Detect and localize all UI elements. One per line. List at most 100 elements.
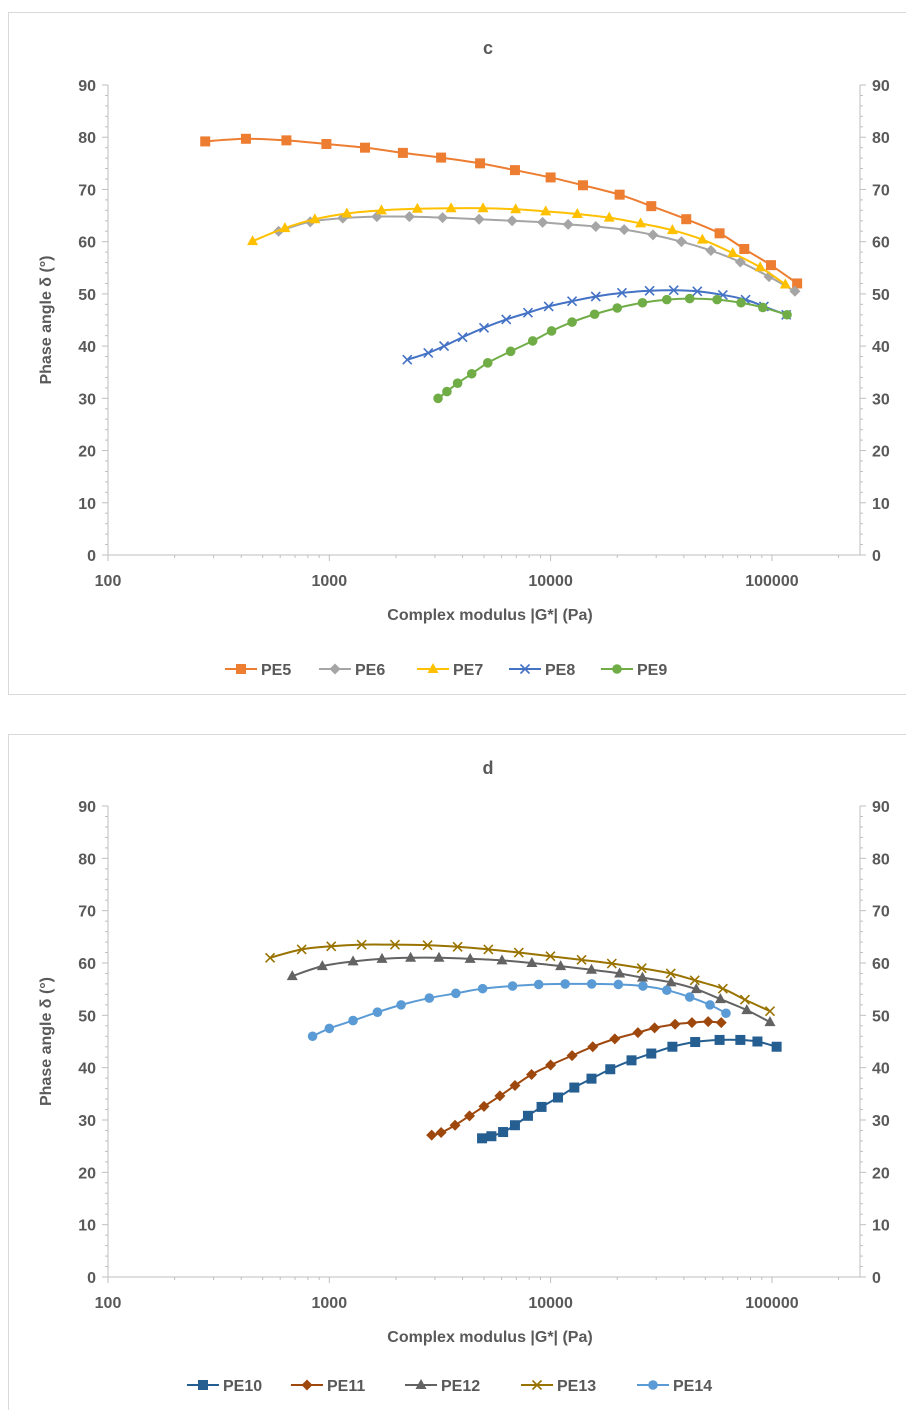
y-tick-label-left: 70 xyxy=(78,182,96,199)
data-point-PE5 xyxy=(614,189,625,200)
y-tick-label-left: 50 xyxy=(78,287,96,304)
data-point-PE14 xyxy=(307,1031,318,1042)
data-point-PE14 xyxy=(684,992,695,1002)
data-point-PE8 xyxy=(402,354,413,365)
data-point-PE7 xyxy=(411,202,423,213)
data-point-PE13 xyxy=(326,941,337,952)
data-point-PE13 xyxy=(665,968,676,979)
data-point-PE13 xyxy=(545,951,556,962)
data-point-PE10 xyxy=(735,1034,746,1045)
legend-label-PE13: PE13 xyxy=(557,1378,596,1395)
data-point-PE5 xyxy=(475,158,486,169)
data-point-PE14 xyxy=(613,979,624,990)
data-point-PE10 xyxy=(498,1127,509,1138)
data-point-PE12 xyxy=(405,951,417,962)
legend-marker-PE11 xyxy=(301,1379,313,1391)
y-tick-label-right: 70 xyxy=(872,904,890,921)
legend-marker-PE14 xyxy=(648,1380,658,1390)
chart-c-svg: c 0 0 10 10 20 20 30 30 40 40 50 50 60 60 70 70 80 80 90 90 1… xyxy=(38,38,890,679)
data-point-PE8 xyxy=(501,314,512,325)
data-point-PE6 xyxy=(705,245,717,257)
data-point-PE5 xyxy=(281,135,292,146)
data-point-PE9 xyxy=(589,309,600,320)
series-PE12 xyxy=(286,951,776,1027)
y-tick-label-left: 70 xyxy=(78,904,96,921)
chart-d-svg: d 0 0 10 10 20 20 30 30 40 40 50 50 60 60 70 70 80 80 90 90 1… xyxy=(38,758,890,1395)
y-tick-label-right: 20 xyxy=(872,1165,890,1182)
legend-marker-PE5 xyxy=(236,664,246,674)
data-point-PE5 xyxy=(792,278,803,289)
data-point-PE10 xyxy=(586,1073,597,1084)
data-point-PE8 xyxy=(438,341,450,352)
y-tick-label-left: 30 xyxy=(78,1113,96,1130)
chart-d-title: d xyxy=(483,758,494,778)
chart-panel-c: c 0 0 10 10 20 20 30 30 40 40 50 50 60 60 70 70 80 80 90 90 1… xyxy=(8,12,906,695)
data-point-PE5 xyxy=(397,147,408,158)
y-tick-label-right: 50 xyxy=(872,287,890,304)
data-point-PE10 xyxy=(646,1048,657,1059)
data-point-PE10 xyxy=(667,1041,678,1052)
data-point-PE10 xyxy=(605,1064,616,1075)
legend-label-PE10: PE10 xyxy=(223,1378,262,1395)
y-tick-label-right: 0 xyxy=(872,548,881,565)
x-tick-label: 1000 xyxy=(312,573,348,590)
y-tick-label-left: 60 xyxy=(78,956,96,973)
data-point-PE10 xyxy=(626,1055,637,1066)
data-point-PE13 xyxy=(483,944,494,955)
legend-marker-PE6 xyxy=(329,663,341,675)
data-point-PE10 xyxy=(486,1131,497,1142)
data-point-PE7 xyxy=(309,213,321,224)
data-point-PE12 xyxy=(376,952,388,963)
data-point-PE9 xyxy=(433,393,443,404)
legend-marker-PE9 xyxy=(612,664,622,674)
series-line-PE9 xyxy=(437,297,788,400)
x-tick-label: 100000 xyxy=(745,1295,798,1312)
data-point-PE5 xyxy=(509,165,520,176)
data-point-PE12 xyxy=(464,952,476,963)
series-line-PE10 xyxy=(481,1038,777,1140)
data-point-PE14 xyxy=(396,1000,406,1010)
data-point-PE14 xyxy=(348,1015,358,1026)
data-point-PE11 xyxy=(464,1110,476,1122)
y-tick-label-right: 90 xyxy=(872,78,890,95)
y-tick-label-left: 20 xyxy=(78,444,96,461)
data-point-PE11 xyxy=(435,1127,447,1139)
data-point-PE12 xyxy=(433,951,445,962)
data-point-PE6 xyxy=(473,213,485,225)
data-point-PE10 xyxy=(477,1133,488,1144)
data-point-PE10 xyxy=(522,1110,533,1121)
data-point-PE6 xyxy=(734,256,746,268)
data-point-PE13 xyxy=(356,939,367,950)
chart-panel-d: d 0 0 10 10 20 20 30 30 40 40 50 50 60 60 70 70 80 80 90 90 1… xyxy=(8,734,906,1410)
data-point-PE8 xyxy=(644,285,655,296)
data-point-PE5 xyxy=(681,214,692,225)
data-point-PE7 xyxy=(375,204,387,215)
data-point-PE13 xyxy=(576,954,587,965)
x-tick-label: 10000 xyxy=(528,573,573,590)
data-point-PE9 xyxy=(452,378,463,388)
data-point-PE14 xyxy=(507,981,518,991)
data-point-PE10 xyxy=(569,1082,580,1093)
data-point-PE10 xyxy=(553,1092,564,1103)
data-point-PE9 xyxy=(442,386,452,397)
y-tick-label-left: 10 xyxy=(78,496,96,513)
data-point-PE13 xyxy=(606,958,617,969)
data-point-PE13 xyxy=(513,947,524,958)
data-point-PE14 xyxy=(424,993,435,1003)
data-point-PE11 xyxy=(587,1041,599,1053)
series-line-PE5 xyxy=(205,137,798,285)
legend-label-PE9: PE9 xyxy=(637,662,667,679)
y-tick-label-left: 20 xyxy=(78,1165,96,1182)
data-point-PE13 xyxy=(389,939,401,950)
y-tick-label-right: 40 xyxy=(872,339,890,356)
data-point-PE7 xyxy=(666,224,678,235)
data-point-PE8 xyxy=(668,285,679,296)
data-point-PE12 xyxy=(741,1004,753,1015)
data-point-PE5 xyxy=(714,228,725,239)
data-point-PE10 xyxy=(509,1120,520,1131)
y-tick-label-left: 40 xyxy=(78,1061,96,1078)
legend: PE5 PE6 PE7 PE8 PE9 xyxy=(225,662,667,679)
data-point-PE9 xyxy=(546,326,557,336)
data-point-PE7 xyxy=(247,235,259,246)
data-point-PE8 xyxy=(522,307,534,318)
